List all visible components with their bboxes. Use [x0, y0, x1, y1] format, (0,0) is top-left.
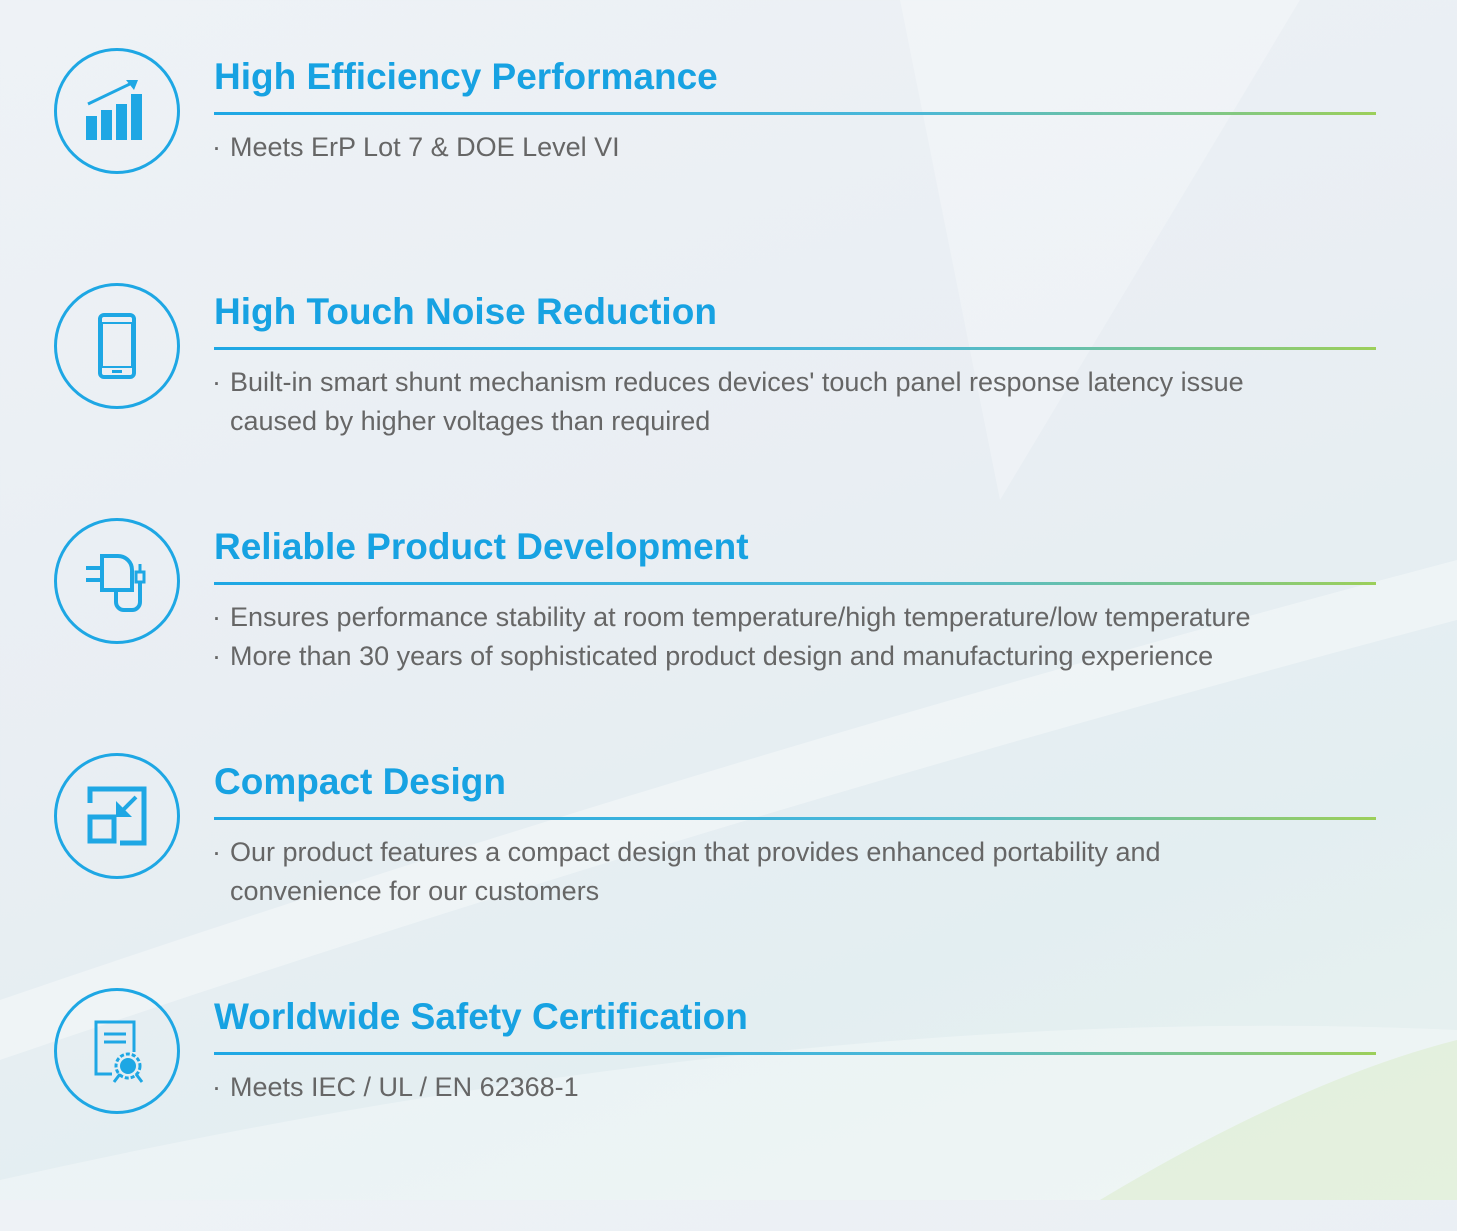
divider — [214, 817, 1376, 820]
bullet-line: · Meets IEC / UL / EN 62368-1 — [212, 1068, 579, 1107]
feature-bullets: · Meets IEC / UL / EN 62368-1 — [212, 1068, 579, 1107]
divider — [214, 347, 1376, 350]
feature-title: High Touch Noise Reduction — [214, 291, 717, 332]
bullet-dot: · — [212, 132, 221, 162]
feature-bullets: · Built-in smart shunt mechanism reduces … — [212, 363, 1244, 441]
bullet-dot — [212, 402, 230, 441]
bullet-text: caused by higher voltages than required — [230, 406, 711, 436]
bullet-dot: · — [212, 1072, 221, 1102]
charger-adapter-icon — [54, 518, 180, 644]
divider — [214, 112, 1376, 115]
bullet-dot: · — [212, 367, 221, 397]
bar-chart-growth-icon — [54, 48, 180, 174]
certificate-icon — [54, 988, 180, 1114]
bullet-line: · Meets ErP Lot 7 & DOE Level VI — [212, 128, 620, 167]
bullet-line: · More than 30 years of sophisticated pro… — [212, 637, 1250, 676]
feature-section: Reliable Product Development · Ensures per… — [0, 518, 1457, 761]
feature-section: High Touch Noise Reduction · Built-in smar… — [0, 283, 1457, 526]
compact-resize-icon — [54, 753, 180, 879]
feature-bullets: · Our product features a compact design t… — [212, 833, 1161, 911]
feature-bullets: · Meets ErP Lot 7 & DOE Level VI — [212, 128, 620, 167]
feature-title: Worldwide Safety Certification — [214, 996, 748, 1037]
divider — [214, 582, 1376, 585]
bullet-text: Ensures performance stability at room te… — [230, 602, 1251, 632]
bullet-text: Our product features a compact design th… — [230, 837, 1161, 867]
bullet-line: convenience for our customers — [212, 872, 1161, 911]
bullet-text: Built-in smart shunt mechanism reduces d… — [230, 367, 1244, 397]
bullet-line: · Built-in smart shunt mechanism reduces … — [212, 363, 1244, 402]
bullet-dot: · — [212, 641, 221, 671]
feature-bullets: · Ensures performance stability at room t… — [212, 598, 1250, 676]
bullet-text: convenience for our customers — [230, 876, 600, 906]
feature-section: High Efficiency Performance · Meets ErP Lo… — [0, 48, 1457, 291]
bullet-line: · Ensures performance stability at room t… — [212, 598, 1250, 637]
bullet-dot — [212, 872, 230, 911]
bullet-text: Meets ErP Lot 7 & DOE Level VI — [230, 132, 620, 162]
bullet-dot: · — [212, 837, 221, 867]
feature-title: High Efficiency Performance — [214, 56, 718, 97]
bullet-text: Meets IEC / UL / EN 62368-1 — [230, 1072, 579, 1102]
bullet-line: caused by higher voltages than required — [212, 402, 1244, 441]
bullet-line: · Our product features a compact design t… — [212, 833, 1161, 872]
bullet-dot: · — [212, 602, 221, 632]
feature-section: Compact Design · Our product features a co… — [0, 753, 1457, 996]
bullet-text: More than 30 years of sophisticated prod… — [230, 641, 1214, 671]
feature-section: Worldwide Safety Certification · Meets IEC… — [0, 988, 1457, 1231]
feature-title: Reliable Product Development — [214, 526, 749, 567]
smartphone-icon — [54, 283, 180, 409]
divider — [214, 1052, 1376, 1055]
feature-title: Compact Design — [214, 761, 506, 802]
